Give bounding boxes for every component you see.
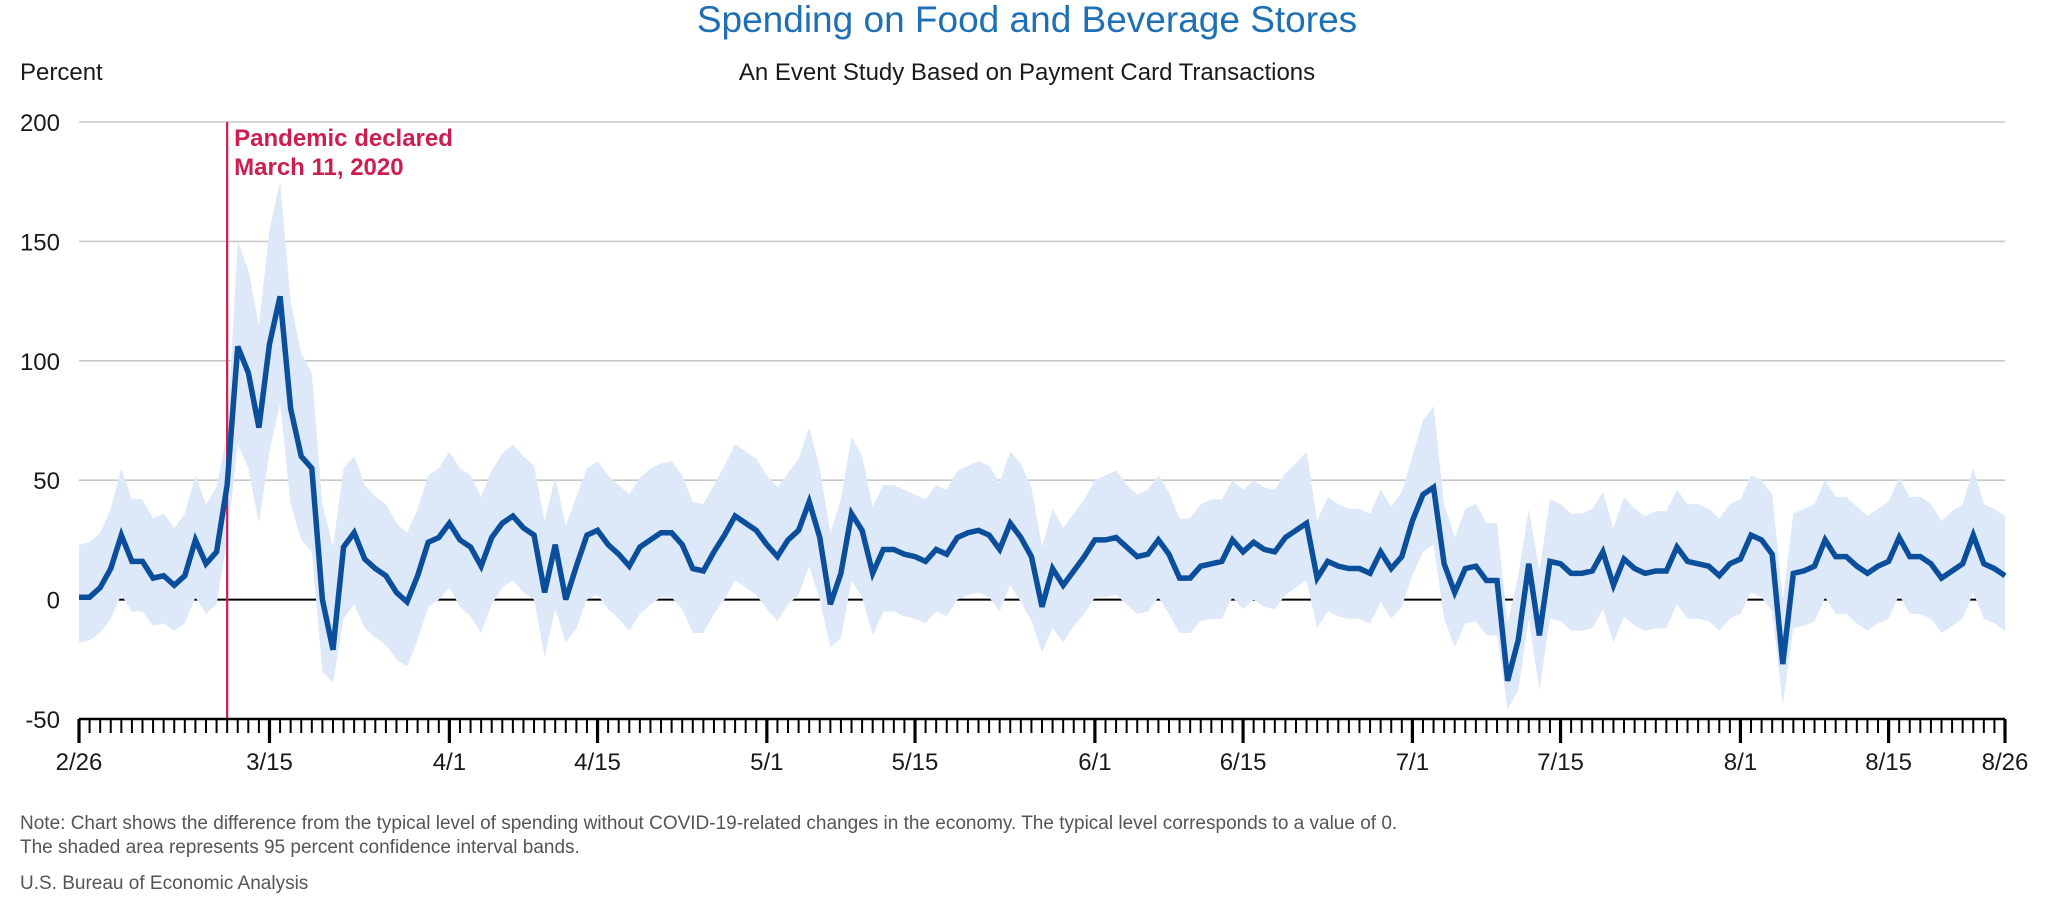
chart-subtitle: An Event Study Based on Payment Card Tra… <box>739 59 1315 86</box>
series-line-group <box>79 295 2007 682</box>
x-tick-label: 7/1 <box>1396 749 1429 776</box>
x-tick-label: 7/15 <box>1537 749 1584 776</box>
x-tick-label: 3/15 <box>246 749 293 776</box>
x-tick-label: 5/15 <box>892 749 939 776</box>
footer-source: U.S. Bureau of Economic Analysis <box>20 873 308 894</box>
x-tick-label: 4/15 <box>574 749 621 776</box>
event-label-line-2: March 11, 2020 <box>234 154 403 181</box>
y-tick-label: -50 <box>25 707 60 734</box>
confidence-band <box>79 181 2005 710</box>
footer-note-line-2: The shaded area represents 95 percent co… <box>20 837 580 858</box>
x-tick-label: 2/26 <box>56 749 103 776</box>
event-label-line-1: Pandemic declared <box>234 125 453 152</box>
y-tick-labels: 200 150 100 50 0 -50 <box>20 110 60 734</box>
x-tick-label: 8/26 <box>1982 749 2029 776</box>
y-tick-label: 0 <box>47 588 60 615</box>
event-annotation-group: Pandemic declared March 11, 2020 <box>226 122 453 719</box>
x-tick-label: 4/1 <box>433 749 466 776</box>
y-tick-label: 200 <box>20 110 60 137</box>
y-tick-label: 50 <box>33 468 60 495</box>
x-tick-label: 8/15 <box>1865 749 1912 776</box>
confidence-band-group <box>79 181 2005 710</box>
y-tick-label: 100 <box>20 349 60 376</box>
chart-title: Spending on Food and Beverage Stores <box>697 0 1357 40</box>
x-tick-label: 6/1 <box>1078 749 1111 776</box>
x-tick-label: 5/1 <box>750 749 783 776</box>
y-tick-label: 150 <box>20 229 60 256</box>
x-tick-label: 6/15 <box>1220 749 1267 776</box>
y-axis-label: Percent <box>20 59 103 86</box>
series-line-0 <box>79 295 2007 682</box>
x-tick-labels: 2/26 3/15 4/1 4/15 5/1 5/15 6/1 6/15 7/1 7/15 8/1 8… <box>56 749 2029 776</box>
footer-note-line-1: Note: Chart shows the difference from th… <box>20 813 1397 834</box>
x-axis-group <box>77 717 2007 743</box>
x-tick-label: 8/1 <box>1724 749 1757 776</box>
